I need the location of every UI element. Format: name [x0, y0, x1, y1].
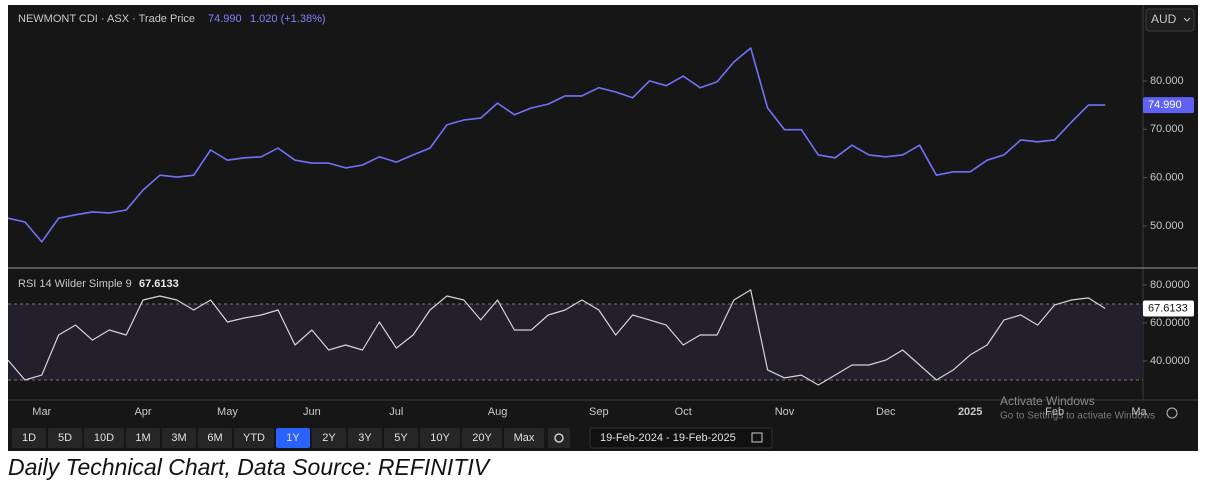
- range-label: 3Y: [358, 432, 372, 444]
- x-tick-label: Oct: [675, 406, 692, 418]
- line-series: [7, 47, 1106, 243]
- last-value-label: 74.990: [1148, 99, 1182, 111]
- date-range-box[interactable]: [589, 427, 773, 449]
- settings-icon[interactable]: [1166, 407, 1178, 419]
- range-label: 1D: [22, 432, 36, 444]
- y-tick-label: 70.000: [1150, 123, 1184, 135]
- range-button[interactable]: [126, 428, 160, 448]
- y-tick-label: 40.0000: [1150, 355, 1190, 367]
- price-last: 74.990: [208, 13, 242, 25]
- calendar-icon: [751, 432, 763, 443]
- range-label: 10Y: [430, 432, 450, 444]
- range-label: Max: [514, 432, 535, 444]
- last-value-label: 67.6133: [1148, 302, 1188, 314]
- range-button[interactable]: [198, 428, 232, 448]
- range-label: 2Y: [322, 432, 336, 444]
- x-tick-label: May: [217, 406, 238, 418]
- range-button[interactable]: [276, 428, 310, 448]
- x-tick-label: Nov: [775, 406, 795, 418]
- range-label: 1Y: [286, 432, 300, 444]
- x-tick-label: Dec: [876, 406, 896, 418]
- range-button[interactable]: [348, 428, 382, 448]
- rsi-title: RSI 14 Wilder Simple 9: [18, 278, 132, 290]
- rsi-last: 67.6133: [139, 278, 179, 290]
- price-title: NEWMONT CDI · ASX · Trade Price: [18, 13, 195, 25]
- range-button[interactable]: [48, 428, 82, 448]
- range-label: 5Y: [394, 432, 408, 444]
- range-button[interactable]: [12, 428, 46, 448]
- range-button[interactable]: [462, 428, 502, 448]
- line-series: [7, 289, 1106, 386]
- x-tick-label: Aug: [488, 406, 508, 418]
- gear-icon: [554, 433, 564, 443]
- range-label: 10D: [94, 432, 114, 444]
- price-change: 1.020 (+1.38%): [250, 13, 326, 25]
- dropdown-arrow: [1183, 17, 1191, 22]
- range-label: 6M: [207, 432, 222, 444]
- rsi-band: [8, 303, 1143, 381]
- range-label: 5D: [58, 432, 72, 444]
- range-button[interactable]: [312, 428, 346, 448]
- range-button[interactable]: [420, 428, 460, 448]
- x-tick-label: Jul: [389, 406, 403, 418]
- settings-button[interactable]: [548, 428, 570, 448]
- x-tick-label: Feb: [1045, 406, 1064, 418]
- y-tick-label: 60.000: [1150, 171, 1184, 183]
- range-label: YTD: [243, 432, 265, 444]
- x-tick-label: Jun: [303, 406, 321, 418]
- x-tick-label: Mar: [32, 406, 51, 418]
- y-tick-label: 50.000: [1150, 220, 1184, 232]
- x-tick-label: Sep: [589, 406, 609, 418]
- last-value-badge: [1143, 300, 1194, 317]
- x-tick-label: 2025: [958, 406, 982, 418]
- currency-select[interactable]: [1145, 8, 1195, 32]
- watermark-title: Activate Windows: [1000, 394, 1095, 408]
- date-range: 19-Feb-2024 - 19-Feb-2025: [600, 432, 736, 444]
- currency: AUD: [1151, 12, 1177, 26]
- x-tick-label: Apr: [134, 406, 151, 418]
- last-value-badge: [1143, 97, 1194, 114]
- caption: Daily Technical Chart, Data Source: REFI…: [8, 454, 492, 480]
- range-label: 1M: [135, 432, 150, 444]
- range-label: 20Y: [472, 432, 492, 444]
- range-label: 3M: [171, 432, 186, 444]
- watermark-text: Go to Settings to activate Windows: [1000, 411, 1155, 422]
- chart-background: [8, 5, 1198, 451]
- x-tick-label: Ma: [1131, 406, 1147, 418]
- range-button[interactable]: [384, 428, 418, 448]
- y-tick-label: 80.0000: [1150, 279, 1190, 291]
- y-tick-label: 80.000: [1150, 75, 1184, 87]
- range-button[interactable]: [162, 428, 196, 448]
- range-button[interactable]: [234, 428, 274, 448]
- y-tick-label: 60.0000: [1150, 317, 1190, 329]
- range-button[interactable]: [84, 428, 124, 448]
- range-button[interactable]: [504, 428, 544, 448]
